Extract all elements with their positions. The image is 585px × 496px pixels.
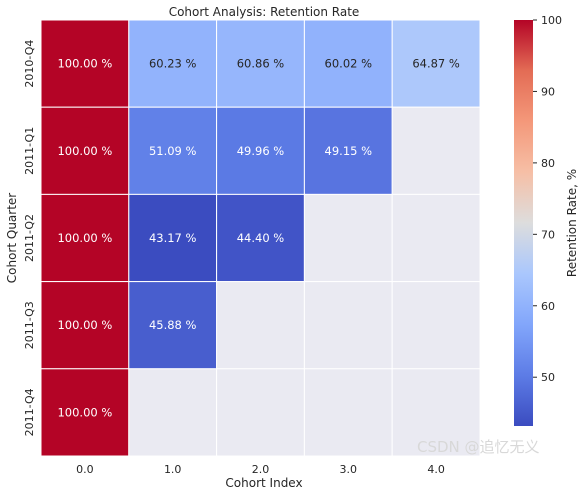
cell-value-label: 60.23 % [149,57,197,71]
colorbar-tick-label: 50 [541,371,555,384]
cell-value-label: 100.00 % [57,318,112,332]
cell-value-label: 51.09 % [149,144,197,158]
y-tick-label: 2011-Q2 [23,214,36,262]
heatmap-cell [391,193,481,283]
cell-value-label: 100.00 % [57,57,112,71]
heatmap-cell [128,193,218,283]
heatmap-cell [303,19,393,108]
heatmap-cell [40,19,130,108]
heatmap-cell [216,368,305,457]
y-tick-label: 2011-Q1 [23,127,36,175]
y-axis-label: Cohort Quarter [5,193,19,284]
cell-value-label: 64.87 % [412,57,460,71]
x-axis-label: Cohort Index [225,476,302,490]
heatmap-cell [303,193,393,283]
colorbar-label: Retention Rate, % [565,169,579,277]
heatmap-cell [303,368,393,457]
colorbar-tick-label: 100 [541,14,562,27]
cell-value-label: 100.00 % [57,144,112,158]
heatmap-cell [303,281,393,370]
colorbar-tick-label: 80 [541,157,555,170]
y-tick-label: 2010-Q4 [23,40,36,88]
y-tick-label: 2011-Q3 [23,301,36,349]
heatmap-cells [40,19,481,457]
y-tick-label: 2011-Q4 [23,388,36,436]
cell-value-label: 49.96 % [237,144,285,158]
cell-value-label: 60.02 % [325,57,373,71]
y-axis-ticks: 2010-Q4 2011-Q1 2011-Q2 2011-Q3 2011-Q4 [23,40,36,437]
cell-value-label: 45.88 % [149,318,197,332]
x-tick-label: 3.0 [340,463,358,476]
heatmap-cell [391,281,481,370]
heatmap-cell [40,106,130,195]
cell-value-label: 49.15 % [325,144,373,158]
heatmap-cell [128,281,218,370]
heatmap-cell [128,368,218,457]
x-axis-ticks: 0.0 1.0 2.0 3.0 4.0 [76,463,445,476]
cell-value-label: 43.17 % [149,231,197,245]
heatmap-cell [216,281,305,370]
x-tick-label: 2.0 [252,463,270,476]
heatmap-cell [216,19,305,108]
heatmap-cell [128,19,218,108]
colorbar-ticks: 50 60 70 80 90 100 [533,14,562,384]
watermark-text: CSDN @追忆无义 [417,438,540,456]
cell-value-label: 100.00 % [57,231,112,245]
heatmap-cell [40,281,130,370]
colorbar-tick-label: 70 [541,228,555,241]
chart-title: Cohort Analysis: Retention Rate [169,5,360,19]
heatmap-cell [391,19,481,108]
heatmap-cell-labels: 100.00 % 60.23 % 60.86 % 60.02 % 64.87 % 100.… [57,57,459,420]
colorbar-tick-label: 90 [541,85,555,98]
cell-value-label: 100.00 % [57,405,112,419]
heatmap-cell [40,368,130,457]
x-tick-label: 1.0 [164,463,182,476]
heatmap-cell [391,106,481,195]
x-tick-label: 0.0 [76,463,94,476]
cell-value-label: 60.86 % [237,57,285,71]
x-tick-label: 4.0 [427,463,445,476]
heatmap-cell [391,368,481,457]
colorbar [514,20,533,426]
heatmap-cell [216,106,305,195]
colorbar-tick-label: 60 [541,300,555,313]
cell-value-label: 44.40 % [237,231,285,245]
heatmap-cell [216,193,305,283]
